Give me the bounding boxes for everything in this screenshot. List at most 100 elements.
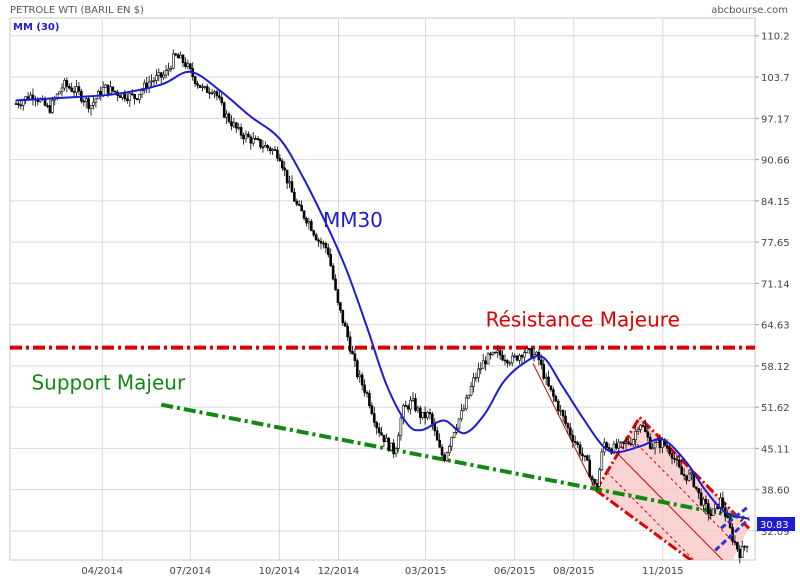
moving-average-series bbox=[15, 70, 750, 520]
price-candle bbox=[305, 217, 308, 224]
price-candle bbox=[123, 92, 127, 100]
price-candle bbox=[188, 63, 192, 69]
price-candle bbox=[104, 84, 107, 88]
price-candle bbox=[261, 146, 265, 149]
price-candle bbox=[353, 353, 357, 361]
price-candle bbox=[77, 86, 81, 92]
price-candle bbox=[106, 84, 110, 94]
price-candle bbox=[513, 355, 516, 358]
price-candle bbox=[699, 492, 703, 506]
price-candle bbox=[622, 441, 625, 444]
price-candle bbox=[711, 508, 715, 516]
price-candle bbox=[142, 82, 146, 91]
price-candle bbox=[157, 72, 161, 77]
price-candle bbox=[394, 448, 398, 455]
price-candle bbox=[641, 424, 645, 427]
price-candle bbox=[322, 242, 325, 245]
price-candle bbox=[457, 418, 461, 429]
price-candle bbox=[17, 103, 20, 106]
price-candle bbox=[290, 181, 294, 193]
price-candle bbox=[440, 446, 444, 456]
price-candle bbox=[588, 459, 592, 478]
price-candle bbox=[215, 91, 219, 97]
mini-channel bbox=[714, 504, 751, 552]
y-tick-label: 103.7 bbox=[761, 73, 790, 84]
y-tick-label: 110.2 bbox=[761, 32, 790, 43]
price-candle bbox=[377, 427, 381, 433]
price-candle bbox=[631, 439, 635, 446]
price-candle bbox=[600, 451, 604, 470]
price-candle bbox=[356, 360, 359, 378]
price-candle bbox=[213, 91, 216, 94]
price-candle bbox=[278, 157, 282, 162]
trend-channel bbox=[532, 363, 751, 560]
price-candle bbox=[60, 87, 64, 93]
price-candle bbox=[399, 417, 403, 437]
price-candle bbox=[697, 488, 700, 494]
price-candle bbox=[244, 133, 248, 140]
channel-inner-line bbox=[617, 453, 724, 560]
y-tick-label: 58.12 bbox=[761, 362, 790, 373]
annotation-label: MM30 bbox=[323, 208, 383, 232]
price-candle bbox=[578, 444, 582, 455]
price-candle bbox=[247, 133, 250, 138]
price-candle bbox=[302, 210, 306, 219]
price-candle bbox=[280, 160, 284, 169]
price-candle bbox=[198, 84, 202, 88]
price-candle bbox=[193, 76, 197, 84]
price-candle bbox=[348, 336, 352, 352]
price-candle bbox=[467, 394, 470, 399]
x-tick-label: 04/2014 bbox=[81, 566, 123, 577]
price-candle bbox=[598, 469, 601, 487]
y-tick-label: 32.09 bbox=[761, 527, 790, 538]
price-candle bbox=[583, 455, 587, 458]
price-candle bbox=[109, 86, 112, 94]
price-candle bbox=[319, 240, 323, 244]
price-candle bbox=[87, 98, 90, 109]
y-tick-label: 90.66 bbox=[761, 156, 790, 167]
price-candle bbox=[501, 354, 504, 361]
price-candle bbox=[540, 359, 543, 365]
price-candle bbox=[167, 68, 170, 71]
price-candle bbox=[593, 479, 596, 484]
price-candle bbox=[486, 353, 490, 365]
price-candle bbox=[561, 410, 565, 417]
price-candle bbox=[254, 138, 257, 140]
price-candle bbox=[617, 441, 621, 449]
price-candle bbox=[225, 113, 228, 118]
price-candle bbox=[445, 452, 449, 462]
price-candle bbox=[634, 430, 638, 441]
price-candle bbox=[234, 122, 238, 129]
price-candle bbox=[566, 423, 570, 429]
price-candle bbox=[651, 447, 654, 450]
x-tick-label: 07/2014 bbox=[170, 566, 212, 577]
price-candle bbox=[126, 98, 129, 101]
price-candle bbox=[477, 368, 480, 378]
price-candle bbox=[491, 351, 495, 355]
price-candle bbox=[704, 498, 708, 504]
channel-upper-edge bbox=[594, 414, 751, 530]
price-candle bbox=[680, 466, 684, 475]
price-candle bbox=[469, 386, 473, 396]
price-candle bbox=[494, 351, 497, 354]
price-candle bbox=[549, 385, 553, 391]
price-candle bbox=[334, 278, 337, 290]
price-candle bbox=[268, 147, 272, 152]
price-candle bbox=[474, 377, 478, 379]
price-candle bbox=[339, 302, 342, 311]
price-candle bbox=[14, 103, 18, 105]
price-candle bbox=[428, 412, 432, 415]
price-candle bbox=[218, 95, 221, 98]
price-candle bbox=[726, 516, 729, 519]
annotation-label: Support Majeur bbox=[31, 370, 185, 394]
price-candle bbox=[140, 90, 144, 95]
price-candle bbox=[619, 441, 623, 444]
price-candle bbox=[179, 54, 182, 59]
price-candle bbox=[414, 398, 417, 411]
y-tick-label: 97.17 bbox=[761, 114, 790, 125]
price-candle bbox=[448, 445, 451, 453]
x-tick-label: 03/2015 bbox=[405, 566, 447, 577]
price-candle bbox=[312, 230, 316, 236]
price-candle bbox=[687, 473, 691, 481]
price-candle bbox=[266, 145, 270, 149]
